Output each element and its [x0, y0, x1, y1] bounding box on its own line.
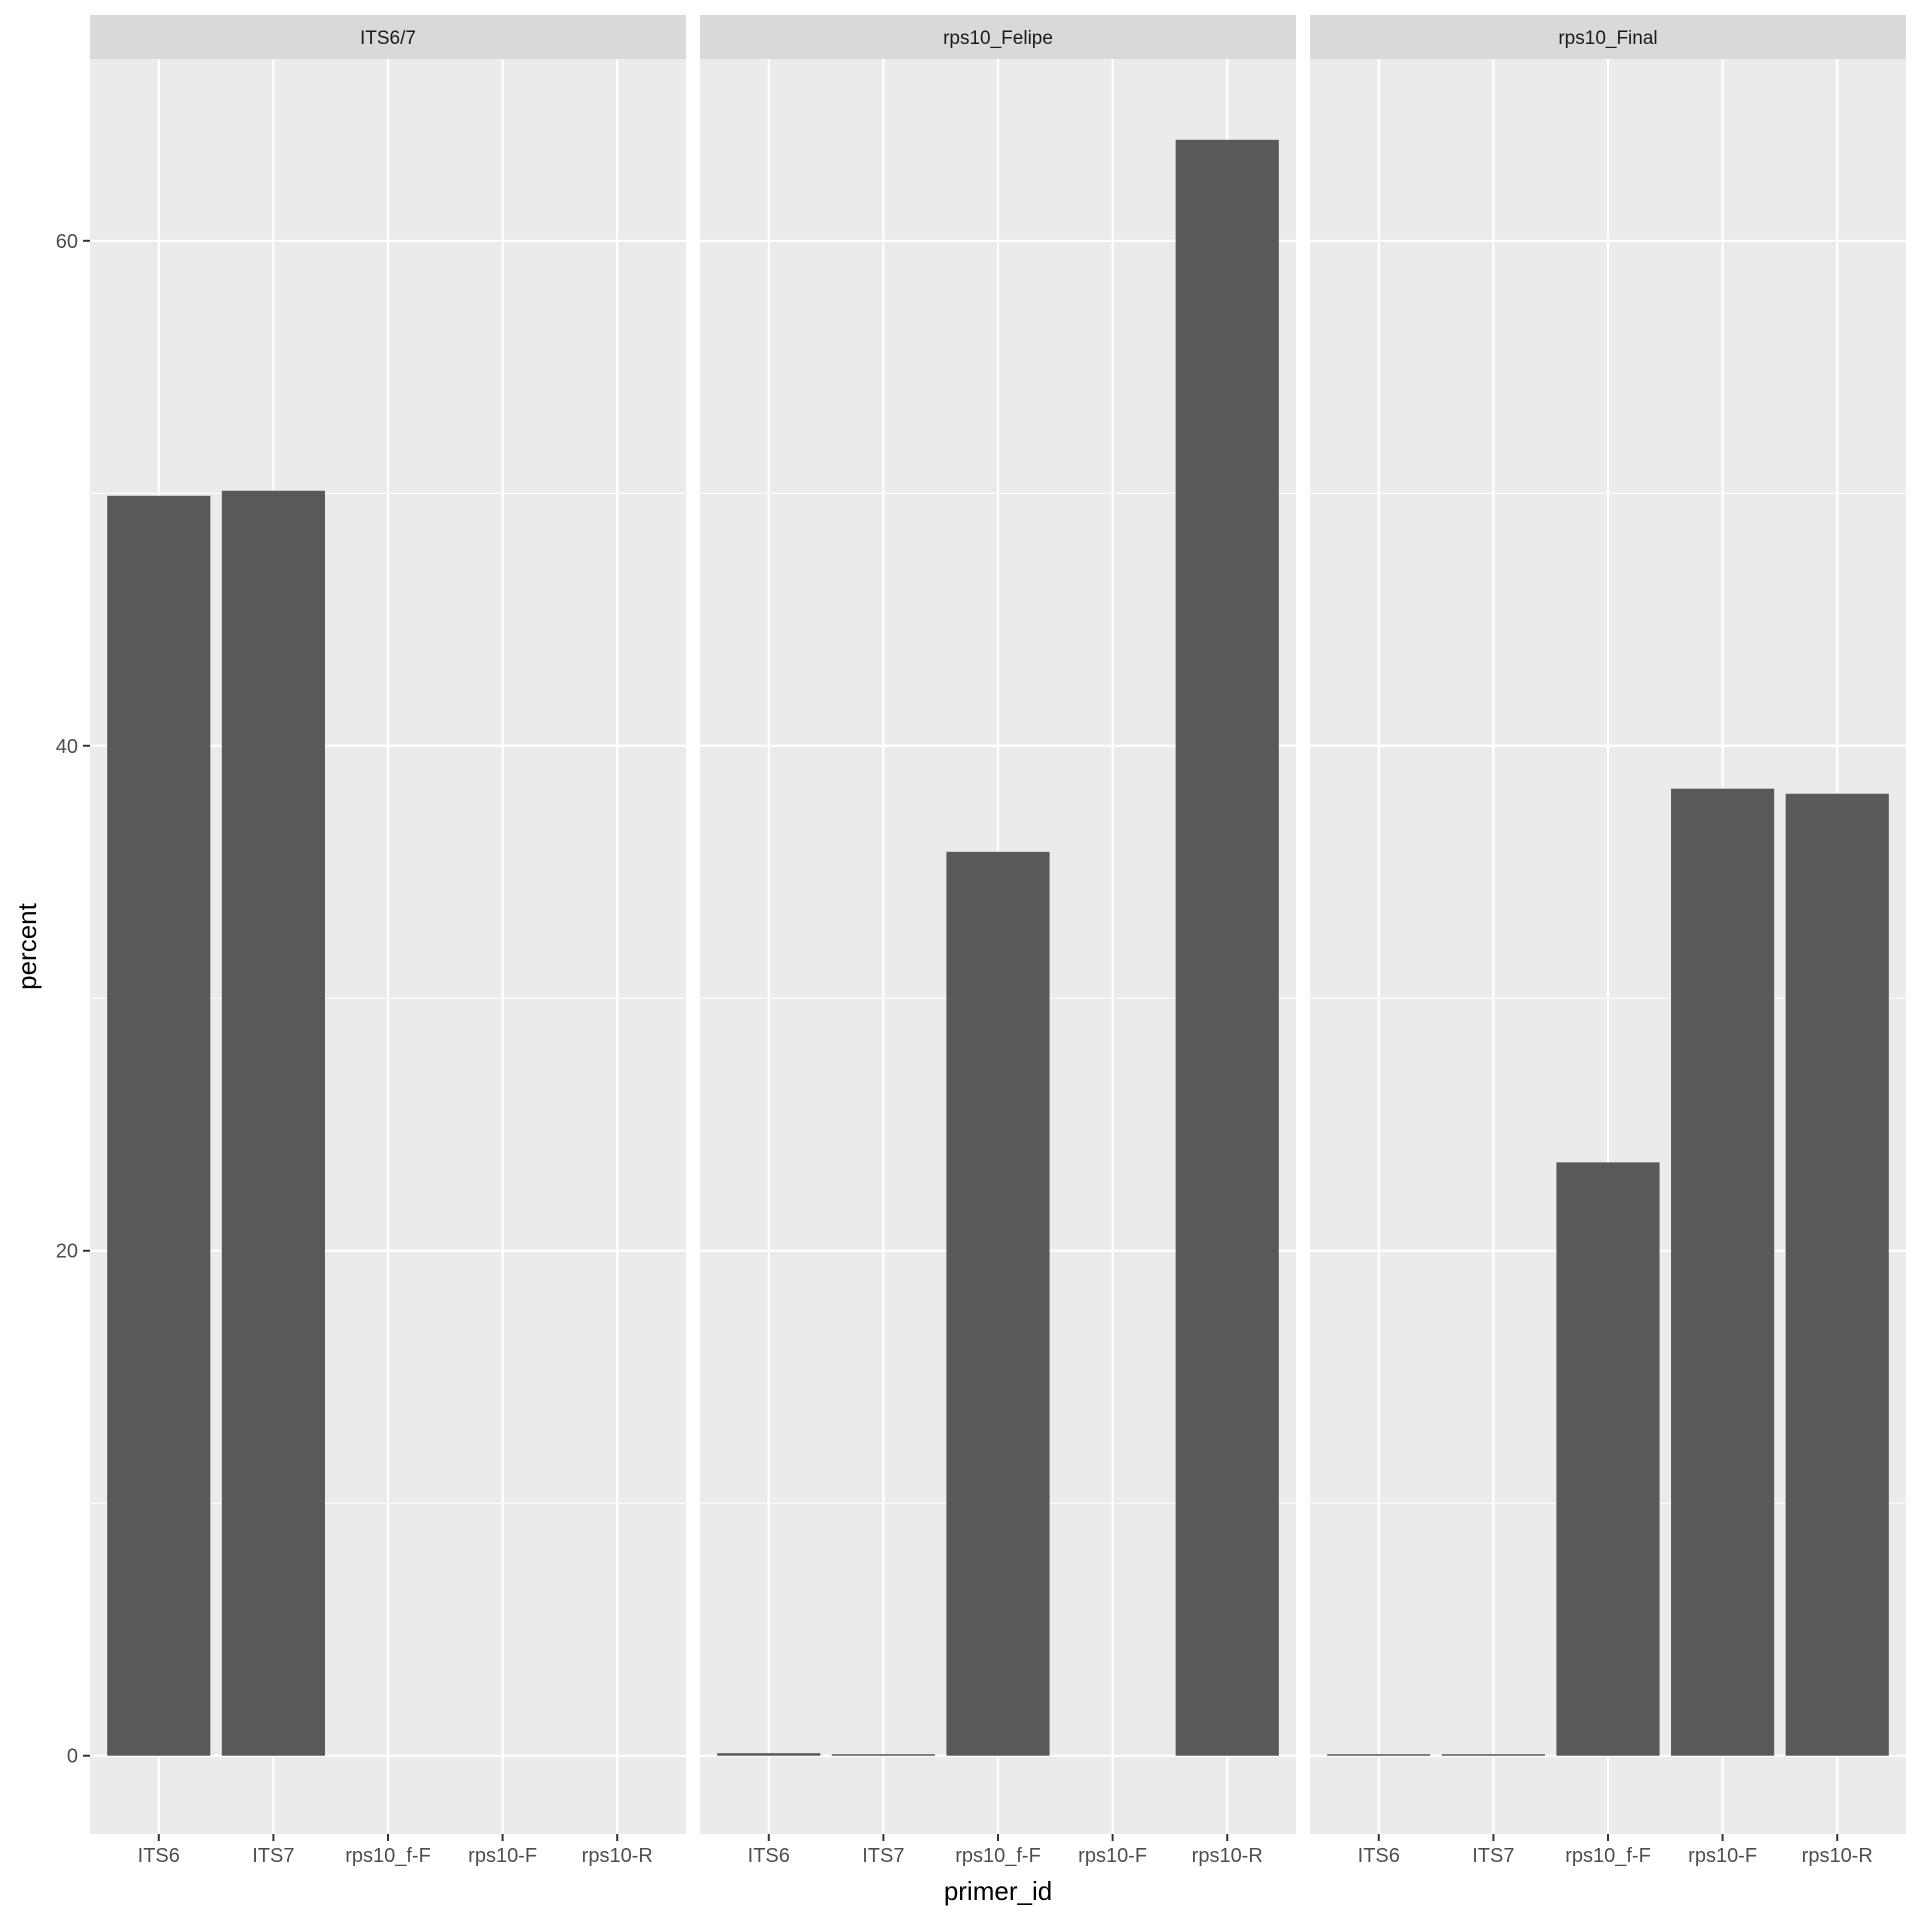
x-tick-label: rps10-F: [1688, 1845, 1757, 1867]
x-tick-label: rps10-R: [582, 1845, 653, 1867]
y-axis-title: percent: [12, 902, 42, 989]
bar: [831, 1754, 935, 1756]
facet-strip-label: rps10_Final: [1558, 28, 1657, 49]
y-tick-label: 20: [56, 1241, 78, 1263]
bar: [1671, 788, 1775, 1756]
facet-panel: rps10_Felipe ITS6 ITS7 rps10_f-F rps10-F rps1…: [700, 15, 1296, 1867]
x-tick-label: rps10-F: [468, 1845, 537, 1867]
bar: [1327, 1754, 1431, 1756]
facet-strip-label: rps10_Felipe: [943, 28, 1053, 49]
y-tick-label: 60: [56, 231, 78, 253]
bar: [1175, 139, 1279, 1756]
facet-panel: rps10_Final ITS6 ITS7 rps10_f-F rps10-F rps10…: [1310, 15, 1906, 1867]
facet-strip: [90, 15, 686, 59]
facet-strip: [700, 15, 1296, 59]
bar: [717, 1753, 821, 1756]
x-tick-label: ITS7: [252, 1845, 294, 1867]
facet-strip-label: ITS6/7: [360, 28, 416, 49]
x-tick-label: rps10-F: [1078, 1845, 1147, 1867]
bar: [107, 495, 211, 1756]
y-axis: 0 20 40 60: [56, 231, 90, 1768]
bar: [221, 490, 325, 1756]
x-axis-title: primer_id: [944, 1876, 1052, 1906]
facet-strip: [1310, 15, 1906, 59]
y-tick-label: 40: [56, 736, 78, 758]
x-tick-label: ITS7: [1472, 1845, 1514, 1867]
bar: [1785, 793, 1889, 1756]
x-tick-label: ITS6: [138, 1845, 180, 1867]
bar: [1441, 1754, 1545, 1756]
x-tick-label: ITS6: [1358, 1845, 1400, 1867]
x-tick-label: ITS7: [862, 1845, 904, 1867]
bar: [1556, 1162, 1660, 1756]
facet-panel: ITS6/7 ITS6 ITS7 rps10_f-F rps10-F rps10-R: [90, 15, 686, 1867]
y-tick-label: 0: [67, 1746, 78, 1768]
x-tick-label: rps10_f-F: [1565, 1845, 1651, 1867]
bar: [946, 851, 1050, 1756]
x-tick-label: rps10-R: [1802, 1845, 1873, 1867]
x-tick-label: rps10-R: [1192, 1845, 1263, 1867]
x-tick-label: rps10_f-F: [345, 1845, 431, 1867]
x-tick-label: rps10_f-F: [955, 1845, 1041, 1867]
x-tick-label: ITS6: [748, 1845, 790, 1867]
